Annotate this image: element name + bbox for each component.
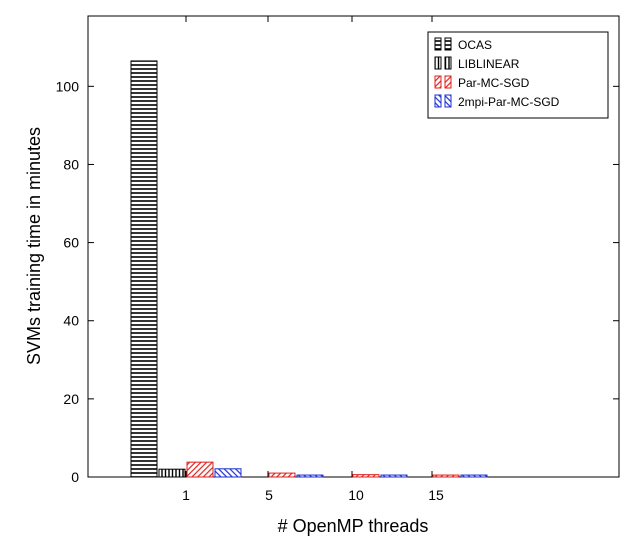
bar-par-mc-sgd-5 <box>268 472 296 478</box>
bar-par-mc-sgd-1 <box>186 461 214 478</box>
y-axis-title: SVMs training time in minutes <box>24 127 44 365</box>
x-tick-label: 15 <box>428 487 444 503</box>
bar-2mpi-par-mc-sgd-1 <box>214 468 242 478</box>
legend-label: OCAS <box>458 38 492 52</box>
x-tick-label: 1 <box>182 487 190 503</box>
bar-2mpi-par-mc-sgd-15 <box>460 474 488 478</box>
legend-label: Par-MC-SGD <box>458 76 530 90</box>
y-tick-label: 0 <box>71 469 79 485</box>
bar-par-mc-sgd-15 <box>432 474 460 478</box>
bar-2mpi-par-mc-sgd-10 <box>380 474 408 478</box>
bar-ocas-1 <box>130 60 158 478</box>
axis-ticks <box>88 16 619 478</box>
x-axis-title: # OpenMP threads <box>278 516 429 536</box>
legend-swatch <box>444 37 452 51</box>
legend-swatch <box>434 56 442 70</box>
bar-2mpi-par-mc-sgd-5 <box>296 474 324 478</box>
bar-par-mc-sgd-10 <box>352 474 380 478</box>
legend-swatch <box>444 56 452 70</box>
legend-swatch <box>444 94 452 108</box>
legend-label: 2mpi-Par-MC-SGD <box>458 95 560 109</box>
bar-liblinear-1 <box>158 468 186 478</box>
x-tick-label: 5 <box>265 487 273 503</box>
legend: OCAS LIBLINEAR Par-MC-SGD 2mpi-Par-MC-SGD <box>427 31 609 119</box>
legend-label: LIBLINEAR <box>458 57 520 71</box>
y-tick-label: 20 <box>63 391 79 407</box>
bars <box>130 60 488 478</box>
y-tick-label: 80 <box>63 156 79 172</box>
legend-box <box>427 31 609 119</box>
legend-swatch <box>444 75 452 89</box>
legend-swatch <box>434 75 442 89</box>
x-tick-label: 10 <box>348 487 364 503</box>
legend-swatch <box>434 37 442 51</box>
y-tick-label: 40 <box>63 313 79 329</box>
legend-swatch <box>434 94 442 108</box>
y-tick-label: 60 <box>63 235 79 251</box>
y-tick-label: 100 <box>56 78 80 94</box>
